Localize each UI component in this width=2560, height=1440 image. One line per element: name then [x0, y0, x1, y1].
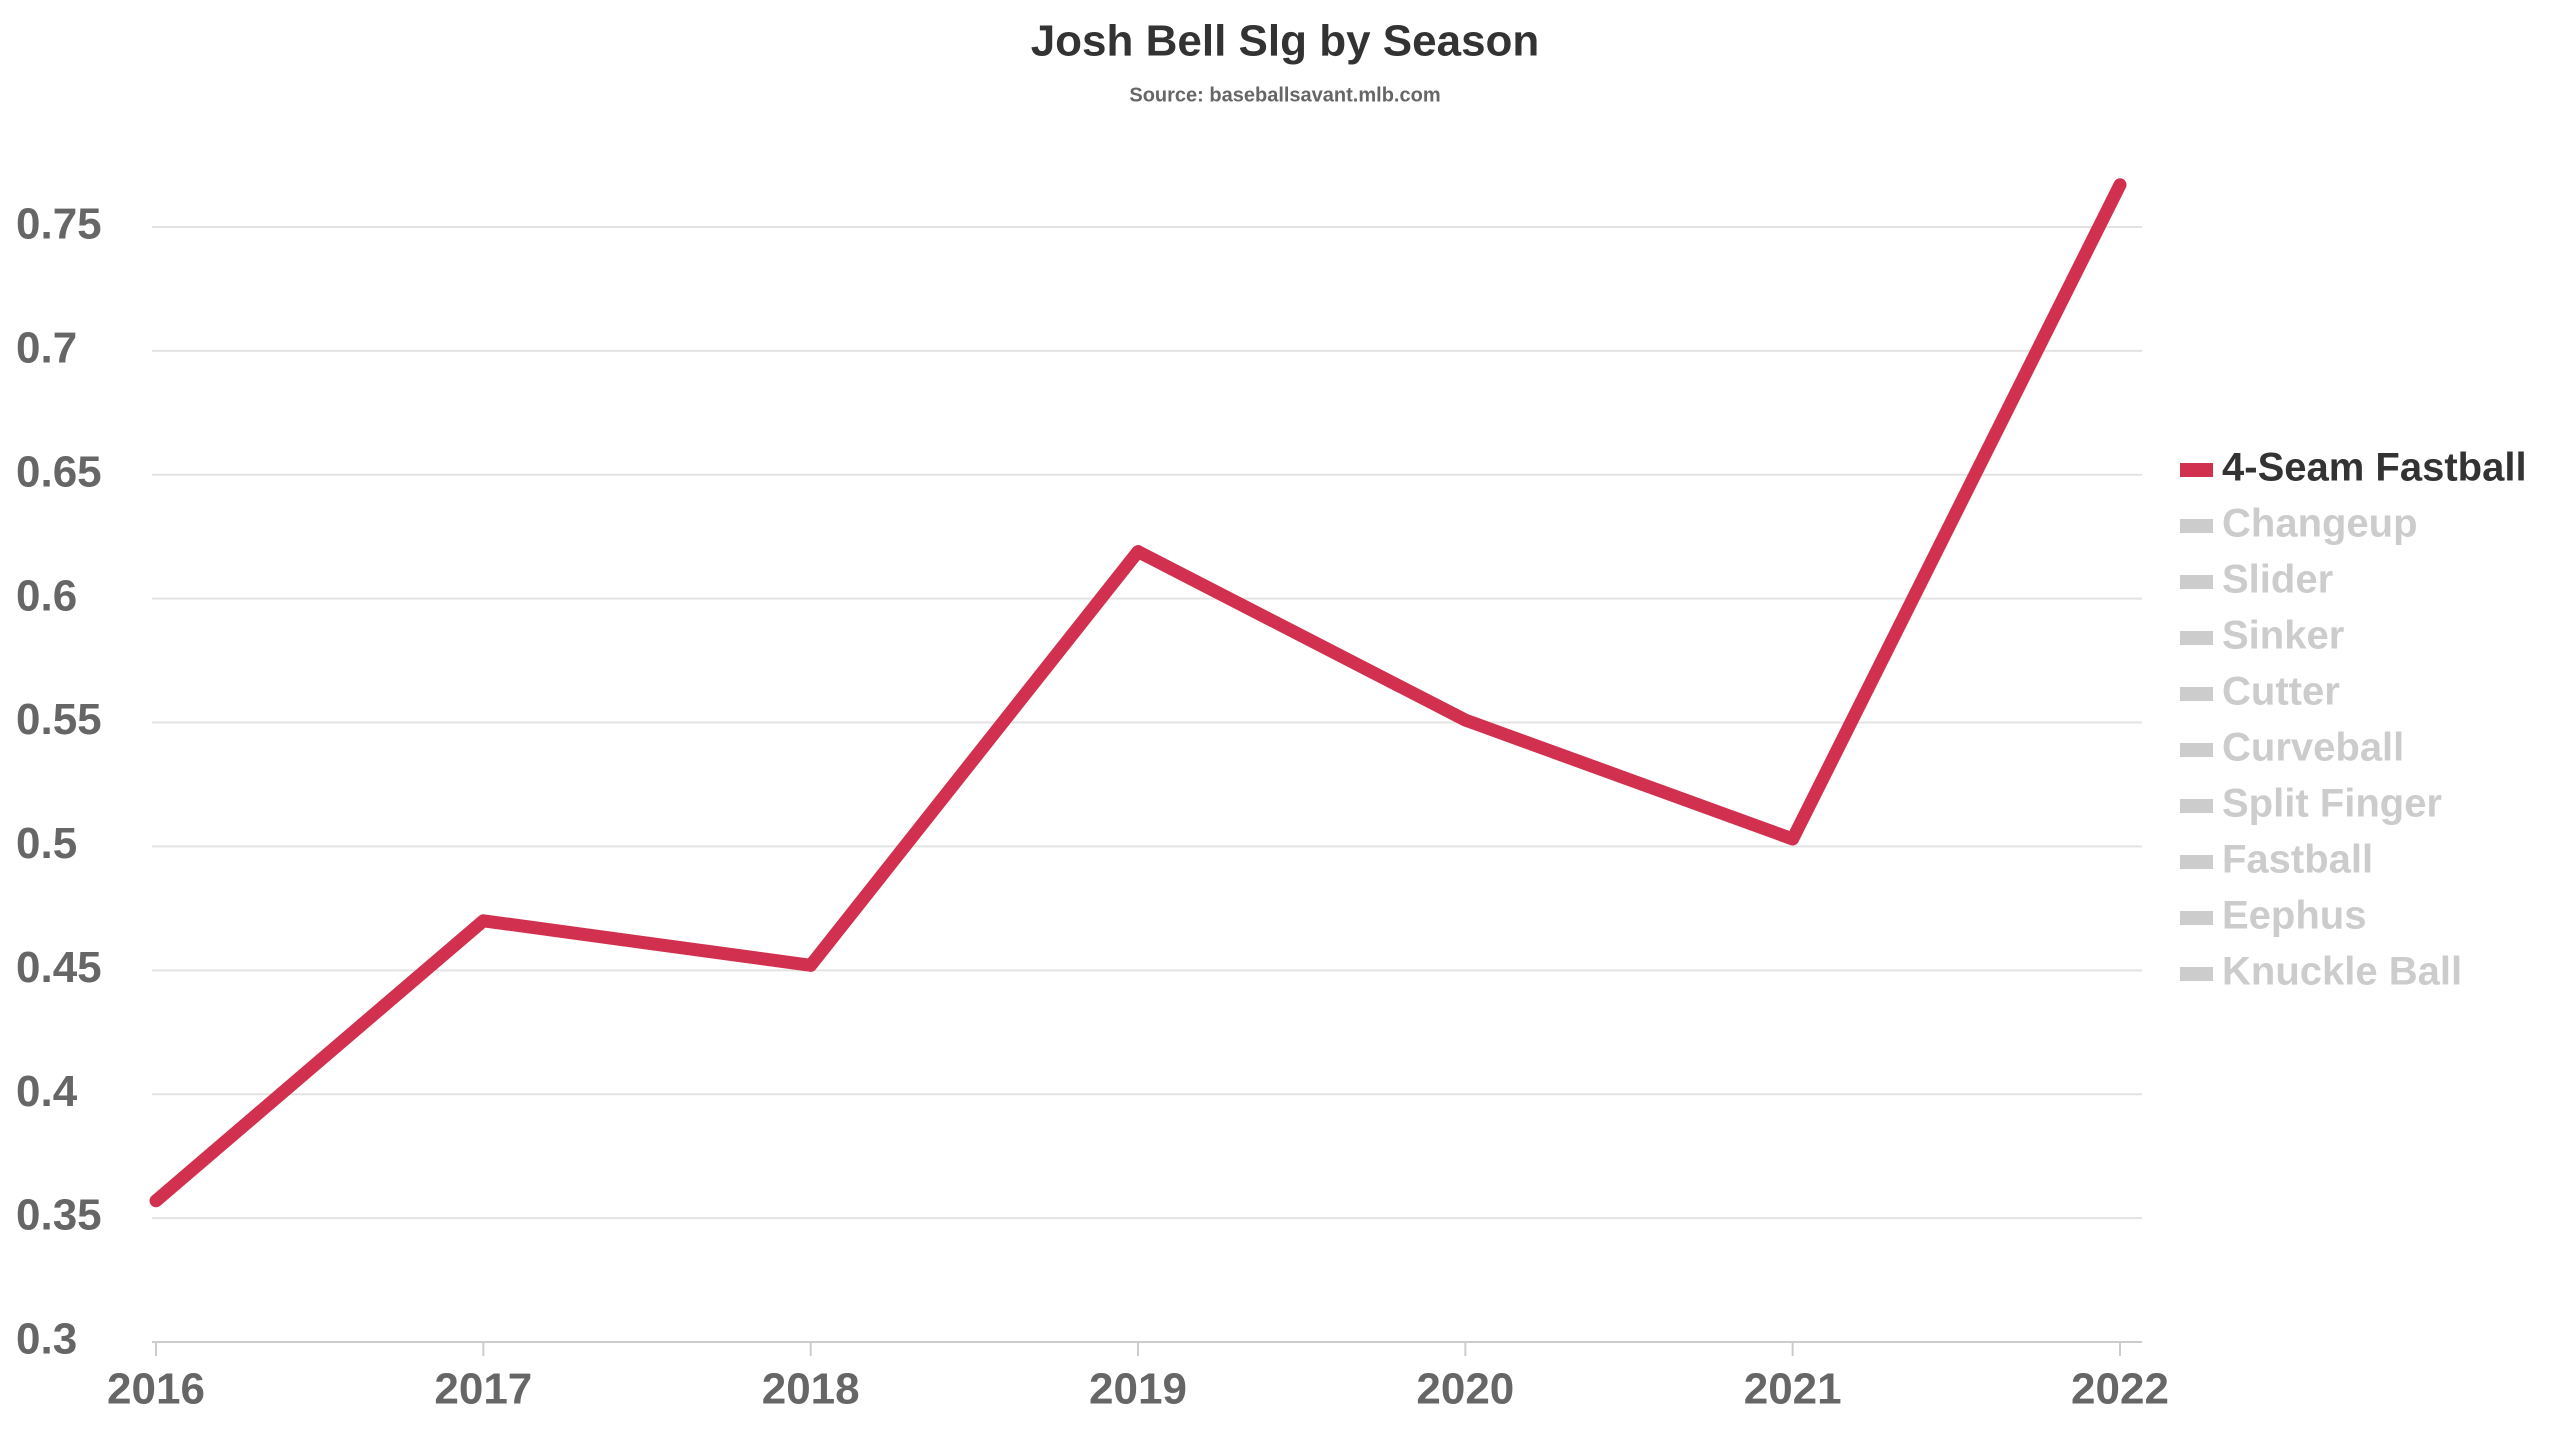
- legend-label[interactable]: 4-Seam Fastball: [2222, 446, 2527, 490]
- y-tick-label: 0.75: [16, 200, 102, 249]
- legend-swatch: [2180, 687, 2213, 701]
- legend-swatch: [2180, 575, 2213, 589]
- legend-swatch: [2180, 463, 2213, 477]
- x-tick-label: 2021: [1744, 1365, 1842, 1414]
- x-tick-label: 2016: [107, 1365, 205, 1414]
- y-tick-label: 0.45: [16, 943, 102, 992]
- y-tick-label: 0.6: [16, 571, 77, 620]
- x-tick-label: 2017: [434, 1365, 532, 1414]
- legend-swatch: [2180, 743, 2213, 757]
- x-tick-label: 2022: [2071, 1365, 2169, 1414]
- legend-swatch: [2180, 799, 2213, 813]
- legend-label[interactable]: Curveball: [2222, 726, 2404, 770]
- x-tick-label: 2018: [762, 1365, 860, 1414]
- legend-label[interactable]: Sinker: [2222, 614, 2344, 658]
- legend-label[interactable]: Fastball: [2222, 838, 2373, 882]
- legend-swatch: [2180, 855, 2213, 869]
- chart-subtitle: Source: baseballsavant.mlb.com: [1129, 84, 1440, 106]
- y-tick-label: 0.7: [16, 323, 77, 372]
- legend-swatch: [2180, 967, 2213, 981]
- legend-swatch: [2180, 631, 2213, 645]
- legend-swatch: [2180, 519, 2213, 533]
- legend-label[interactable]: Slider: [2222, 558, 2333, 602]
- y-tick-label: 0.5: [16, 819, 77, 868]
- line-series: [149, 178, 2127, 1208]
- x-tick-label: 2019: [1089, 1365, 1187, 1414]
- y-tick-label: 0.55: [16, 695, 102, 744]
- y-tick-label: 0.4: [16, 1067, 78, 1116]
- y-tick-label: 0.35: [16, 1191, 102, 1240]
- legend-swatch: [2180, 911, 2213, 925]
- y-tick-label: 0.3: [16, 1315, 77, 1364]
- legend-label[interactable]: Knuckle Ball: [2222, 950, 2462, 994]
- legend-label[interactable]: Split Finger: [2222, 782, 2442, 826]
- x-tick-label: 2020: [1416, 1365, 1514, 1414]
- legend-label[interactable]: Changeup: [2222, 502, 2418, 546]
- chart-title: Josh Bell Slg by Season: [1031, 17, 1540, 66]
- legend-label[interactable]: Cutter: [2222, 670, 2340, 714]
- y-tick-label: 0.65: [16, 447, 102, 496]
- legend-label[interactable]: Eephus: [2222, 894, 2366, 938]
